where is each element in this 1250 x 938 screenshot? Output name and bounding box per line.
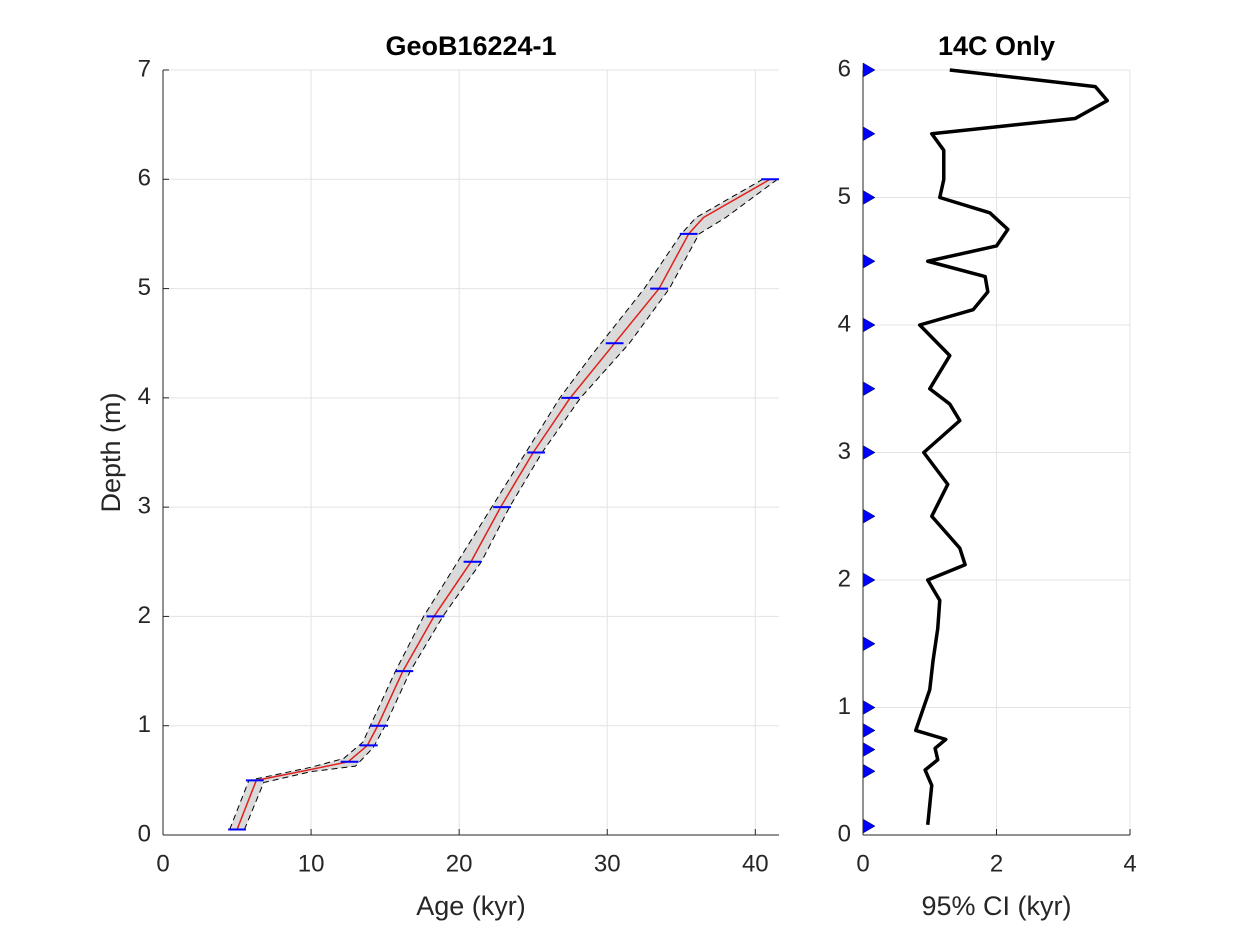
- y-tick-label: 0: [838, 820, 851, 847]
- y-tick-label: 5: [138, 274, 151, 301]
- y-tick-label: 1: [138, 711, 151, 738]
- date-marker: [862, 763, 876, 779]
- y-tick-label: 2: [838, 565, 851, 592]
- chart-title: GeoB16224-1: [385, 31, 556, 61]
- date-marker: [862, 572, 876, 588]
- y-tick-label: 1: [838, 693, 851, 720]
- x-tick-label: 30: [594, 850, 621, 877]
- x-axis-label: 95% CI (kyr): [921, 891, 1071, 921]
- date-marker: [862, 190, 876, 205]
- date-marker: [862, 700, 876, 715]
- y-tick-label: 4: [138, 383, 151, 410]
- date-marker: [862, 381, 876, 397]
- y-tick-label: 6: [838, 55, 851, 82]
- bound-line: [229, 178, 763, 830]
- x-tick-label: 0: [856, 850, 869, 877]
- y-tick-label: 3: [838, 438, 851, 465]
- date-marker: [862, 317, 876, 333]
- date-marker: [862, 62, 876, 78]
- y-tick-label: 0: [138, 820, 151, 847]
- x-tick-label: 0: [156, 850, 169, 877]
- date-marker: [862, 445, 876, 460]
- date-marker: [862, 508, 876, 524]
- envelope: [229, 179, 778, 830]
- y-tick-label: 6: [138, 165, 151, 192]
- y-tick-label: 5: [838, 183, 851, 210]
- y-tick-label: 3: [138, 492, 151, 519]
- date-marker: [862, 126, 876, 142]
- date-marker: [862, 742, 876, 758]
- x-tick-label: 20: [446, 850, 473, 877]
- x-tick-label: 10: [298, 850, 325, 877]
- y-tick-label: 2: [138, 602, 151, 629]
- date-marker: [862, 636, 876, 652]
- y-axis-label: Depth (m): [96, 392, 126, 512]
- x-tick-label: 4: [1123, 850, 1136, 877]
- x-tick-label: 2: [990, 850, 1003, 877]
- x-axis-label: Age (kyr): [416, 891, 526, 921]
- chart-title: 14C Only: [938, 31, 1055, 61]
- y-tick-label: 7: [138, 55, 151, 82]
- date-marker: [862, 723, 876, 738]
- series-line: [913, 68, 1110, 825]
- date-marker: [862, 253, 876, 269]
- x-tick-label: 40: [742, 850, 769, 877]
- y-tick-label: 4: [838, 310, 851, 337]
- date-marker: [862, 818, 876, 834]
